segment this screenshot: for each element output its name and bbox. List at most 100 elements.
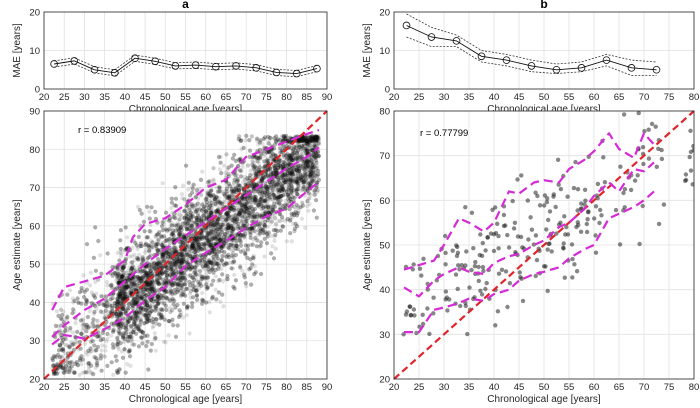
data-point bbox=[231, 247, 236, 253]
data-point bbox=[179, 293, 184, 298]
data-point bbox=[143, 248, 148, 253]
data-point bbox=[72, 309, 77, 314]
data-point bbox=[190, 241, 195, 246]
mae-marker bbox=[552, 65, 561, 74]
data-point bbox=[216, 247, 221, 252]
data-point bbox=[292, 152, 297, 157]
panel-label-a: a bbox=[182, 0, 189, 11]
data-point bbox=[85, 370, 90, 375]
data-point bbox=[217, 225, 222, 230]
data-point bbox=[216, 228, 221, 233]
mae-marker bbox=[232, 62, 240, 70]
data-point bbox=[313, 151, 318, 156]
data-point bbox=[191, 204, 196, 209]
data-point bbox=[283, 155, 288, 160]
data-point bbox=[289, 239, 294, 244]
data-point bbox=[307, 173, 312, 178]
data-point bbox=[196, 240, 202, 245]
data-point bbox=[284, 239, 289, 244]
data-point bbox=[295, 149, 301, 154]
x-tick-label: 55 bbox=[180, 92, 191, 103]
data-point bbox=[190, 205, 195, 210]
data-point bbox=[213, 203, 219, 208]
data-point bbox=[164, 297, 169, 302]
data-point bbox=[296, 204, 301, 209]
data-point bbox=[249, 219, 254, 224]
data-point bbox=[304, 151, 309, 156]
data-point bbox=[81, 273, 86, 278]
data-point bbox=[105, 283, 110, 288]
x-tick-label: 75 bbox=[261, 92, 272, 103]
data-point bbox=[299, 188, 304, 193]
data-point bbox=[121, 294, 126, 299]
data-point bbox=[176, 253, 181, 258]
data-point bbox=[117, 301, 122, 306]
data-point bbox=[265, 205, 270, 210]
data-point bbox=[262, 152, 267, 157]
data-point bbox=[252, 163, 257, 168]
data-point bbox=[200, 233, 205, 238]
data-point bbox=[299, 136, 304, 142]
data-point bbox=[155, 247, 160, 252]
data-point bbox=[155, 262, 160, 267]
data-point bbox=[209, 244, 214, 249]
data-point bbox=[128, 363, 133, 368]
mae-marker bbox=[452, 37, 461, 45]
x-tick-label: 85 bbox=[301, 382, 312, 393]
data-point bbox=[304, 171, 309, 176]
x-tick-label: 75 bbox=[261, 382, 272, 393]
data-point bbox=[205, 240, 210, 245]
data-point bbox=[216, 230, 221, 235]
data-point bbox=[300, 180, 305, 185]
data-point bbox=[293, 174, 298, 179]
data-point bbox=[179, 262, 184, 267]
data-point bbox=[278, 150, 283, 155]
data-point bbox=[316, 136, 321, 141]
data-point bbox=[264, 191, 269, 196]
data-point bbox=[281, 180, 286, 186]
data-point bbox=[188, 289, 194, 294]
data-point bbox=[161, 241, 166, 246]
data-point bbox=[290, 151, 295, 156]
data-point bbox=[192, 254, 197, 259]
data-point bbox=[111, 327, 117, 332]
data-point bbox=[302, 137, 307, 142]
data-point bbox=[233, 231, 238, 236]
x-tick-label: 90 bbox=[322, 92, 333, 103]
data-point bbox=[160, 266, 165, 271]
data-point bbox=[117, 294, 122, 299]
data-point bbox=[80, 370, 85, 375]
data-point bbox=[217, 167, 223, 172]
data-point bbox=[248, 214, 253, 219]
data-point bbox=[116, 300, 121, 305]
data-point bbox=[219, 245, 224, 250]
data-point bbox=[229, 192, 234, 198]
data-point bbox=[260, 141, 265, 146]
data-point bbox=[257, 166, 262, 171]
data-point bbox=[129, 336, 134, 341]
data-point bbox=[282, 155, 287, 160]
plot-frame bbox=[43, 11, 328, 90]
data-point bbox=[169, 266, 174, 271]
data-point bbox=[238, 264, 243, 269]
data-point bbox=[298, 170, 303, 175]
data-point bbox=[230, 249, 235, 254]
data-point bbox=[180, 292, 185, 297]
data-point bbox=[299, 177, 305, 182]
data-point bbox=[247, 229, 252, 234]
data-point bbox=[251, 197, 256, 202]
data-point bbox=[90, 324, 96, 329]
data-point bbox=[303, 177, 308, 182]
y-tick-label: 10 bbox=[29, 46, 40, 57]
data-point bbox=[149, 315, 154, 320]
data-point bbox=[120, 295, 125, 300]
data-point bbox=[219, 189, 225, 194]
data-point bbox=[148, 265, 153, 270]
data-point bbox=[206, 207, 212, 213]
data-point bbox=[188, 210, 193, 215]
data-point bbox=[64, 328, 69, 333]
x-tick-label: 60 bbox=[589, 92, 600, 103]
data-point bbox=[168, 223, 173, 228]
data-point bbox=[315, 151, 320, 157]
data-point bbox=[286, 136, 291, 141]
